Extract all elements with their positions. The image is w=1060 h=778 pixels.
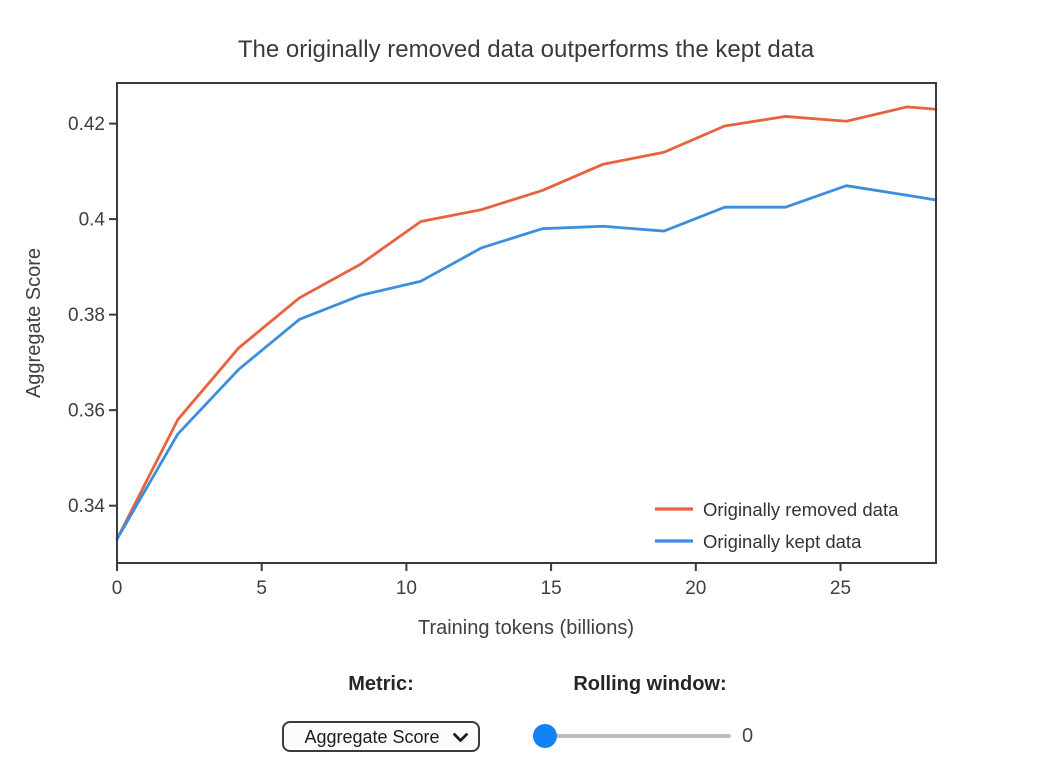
legend-label-removed: Originally removed data — [703, 499, 899, 520]
x-tick-label: 5 — [256, 578, 267, 599]
series-line-removed — [115, 105, 938, 541]
y-tick-label: 0.38 — [68, 305, 105, 326]
y-tick-label: 0.36 — [68, 401, 105, 422]
rolling-window-label: Rolling window: — [573, 673, 727, 695]
y-axis-label: Aggregate Score — [23, 248, 45, 398]
x-axis-label: Training tokens (billions) — [418, 617, 634, 639]
rolling-window-value: 0 — [742, 725, 754, 747]
x-tick-label: 15 — [541, 578, 562, 599]
legend-label-kept: Originally kept data — [703, 531, 862, 552]
plot-border — [116, 82, 937, 564]
x-tick-label: 25 — [830, 578, 851, 599]
y-tick-label: 0.42 — [68, 114, 105, 135]
x-tick-label: 10 — [396, 578, 417, 599]
line-chart: The originally removed data outperforms … — [23, 36, 938, 639]
y-tick-label: 0.34 — [68, 496, 105, 517]
x-tick-label: 20 — [685, 578, 706, 599]
x-tick-label: 0 — [112, 578, 123, 599]
controls-bar: Metric: Aggregate Score Rolling window: … — [0, 660, 1060, 778]
metric-select-wrap: Aggregate Score — [282, 721, 480, 752]
metric-select[interactable]: Aggregate Score — [282, 721, 480, 752]
metric-label: Metric: — [348, 673, 414, 695]
rolling-window-slider[interactable] — [533, 724, 731, 748]
chart-title: The originally removed data outperforms … — [238, 36, 815, 63]
legend: Originally removed data Originally kept … — [655, 499, 899, 552]
series-lines — [115, 105, 938, 541]
series-line-kept — [115, 184, 938, 541]
axes-ticks: 0 5 10 15 20 25 0.34 0.36 0.38 0.4 0.42 — [68, 114, 851, 599]
y-tick-label: 0.4 — [79, 210, 106, 231]
